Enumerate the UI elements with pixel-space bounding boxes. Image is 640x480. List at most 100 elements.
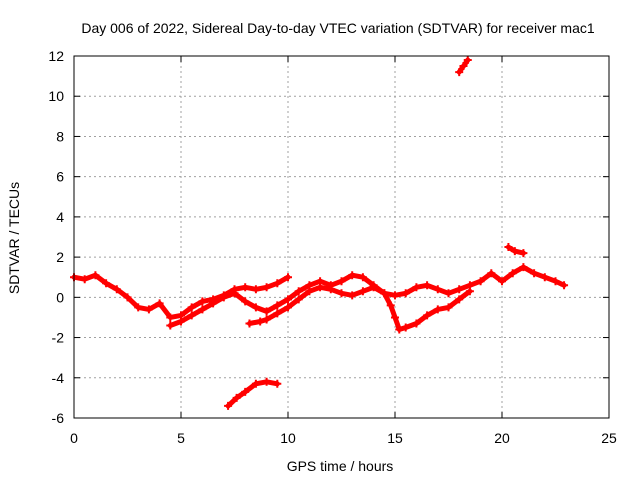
y-tick-label: -2 (52, 330, 65, 346)
data-point (262, 377, 271, 386)
data-point (433, 305, 442, 314)
data-point (316, 283, 325, 292)
data-point (510, 247, 519, 256)
data-point (386, 301, 395, 310)
data-point (508, 269, 517, 278)
data-point (455, 295, 464, 304)
y-tick-label: 4 (56, 209, 64, 225)
data-point (187, 303, 196, 312)
data-point (476, 277, 485, 286)
series-track-5 (455, 56, 472, 77)
data-point (241, 387, 250, 396)
data-point (262, 307, 271, 316)
data-point (224, 401, 233, 410)
data-point (134, 303, 143, 312)
data-point (273, 301, 282, 310)
x-tick-label: 5 (177, 430, 185, 446)
data-point (391, 291, 399, 300)
y-tick-label: 2 (56, 249, 64, 265)
y-tick-label: 10 (48, 88, 64, 104)
x-tick-label: 0 (70, 430, 78, 446)
data-point (91, 271, 100, 280)
data-point (455, 285, 464, 294)
data-point (540, 273, 549, 282)
data-point (305, 287, 314, 296)
data-point (80, 275, 89, 284)
data-point (444, 289, 453, 298)
y-tick-label: 0 (56, 289, 64, 305)
y-tick-label: 8 (56, 128, 64, 144)
data-point (433, 285, 442, 294)
y-tick-label: 12 (48, 48, 64, 64)
grid (74, 56, 609, 418)
data-point (465, 287, 474, 296)
data-point (369, 283, 378, 292)
data-point (294, 295, 303, 304)
data-point (144, 305, 153, 314)
data-point (395, 325, 404, 334)
data-point (241, 283, 250, 292)
data-point (455, 68, 464, 77)
data-point (262, 283, 271, 292)
data-point (177, 317, 185, 326)
data-point (251, 379, 260, 388)
data-point (401, 323, 410, 332)
series-track-1 (70, 271, 292, 322)
data-point (284, 273, 292, 282)
x-tick-label: 15 (387, 430, 403, 446)
data-point (251, 303, 260, 312)
data-point (230, 289, 239, 298)
data-point (256, 317, 265, 326)
data-point (412, 319, 421, 328)
data-point (337, 277, 346, 286)
data-point (232, 393, 241, 402)
series-track-2 (166, 263, 569, 330)
data-point (412, 283, 421, 292)
data-point (337, 289, 346, 298)
data-point (219, 293, 228, 302)
data-point (284, 295, 292, 304)
data-point (459, 62, 468, 71)
data-point (358, 273, 367, 282)
data-point (123, 293, 132, 302)
data-point (444, 303, 453, 312)
chart-title: Day 006 of 2022, Sidereal Day-to-day VTE… (81, 20, 594, 36)
x-tick-label: 20 (494, 430, 510, 446)
data-point (166, 313, 175, 322)
data-point (273, 309, 282, 318)
data-point (498, 277, 506, 286)
data-point (209, 299, 218, 308)
data-point (241, 297, 250, 306)
data-point (102, 279, 111, 288)
data-point (273, 379, 282, 388)
x-tick-label: 25 (601, 430, 617, 446)
series-track-6 (504, 243, 528, 258)
data-point (348, 291, 357, 300)
data-point (273, 279, 282, 288)
data-point (380, 289, 389, 298)
data-point (198, 305, 207, 314)
data-point (423, 311, 432, 320)
data-point (530, 269, 539, 278)
x-axis-label: GPS time / hours (287, 458, 394, 474)
data-point (198, 297, 207, 306)
series-line (225, 379, 280, 409)
y-tick-label: -6 (52, 410, 65, 426)
series-line (247, 284, 473, 332)
series-track-3 (245, 283, 474, 334)
series-line (167, 264, 567, 328)
data-point (358, 287, 367, 296)
data-point (391, 313, 399, 322)
series-track-4 (224, 377, 282, 410)
y-axis-label: SDTVAR / TECUs (6, 182, 22, 294)
data-point (423, 281, 432, 290)
y-tick-label: 6 (56, 169, 64, 185)
data-point (326, 285, 335, 294)
data-points (70, 56, 569, 410)
data-point (284, 303, 292, 312)
data-point (348, 271, 357, 280)
data-point (187, 311, 196, 320)
data-point (560, 281, 569, 290)
data-point (519, 249, 528, 258)
